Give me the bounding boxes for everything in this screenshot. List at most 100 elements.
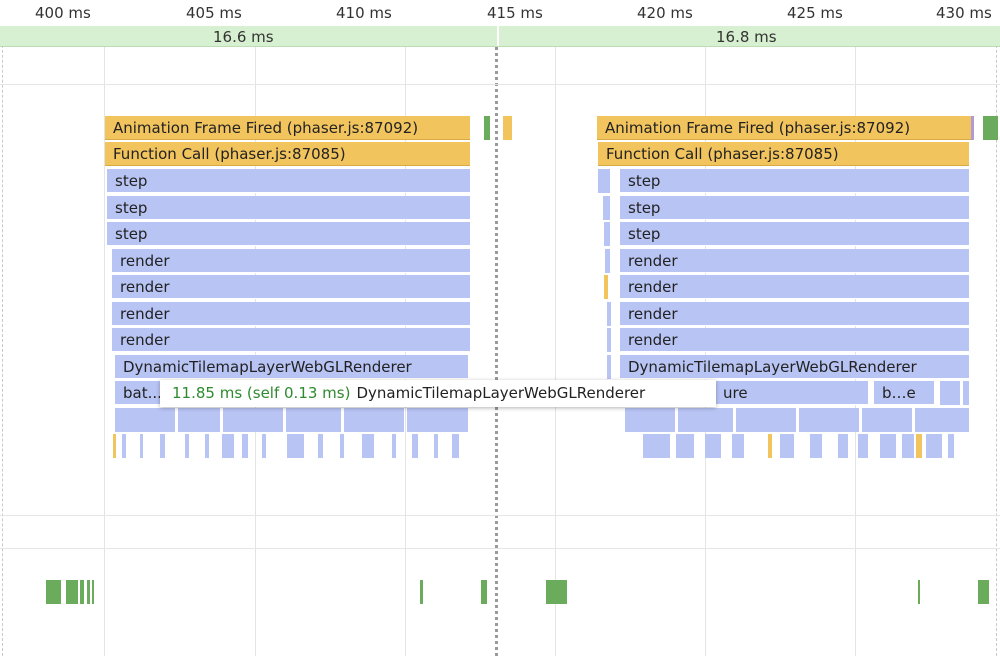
child-slice[interactable] bbox=[605, 249, 610, 273]
child-slice[interactable] bbox=[362, 434, 374, 458]
slice-label: render bbox=[628, 331, 678, 349]
child-slice[interactable] bbox=[223, 408, 283, 432]
child-slice[interactable] bbox=[780, 434, 794, 458]
child-slice[interactable] bbox=[178, 408, 220, 432]
time-ruler[interactable] bbox=[0, 0, 1000, 26]
child-slice[interactable] bbox=[768, 434, 772, 458]
function-call-slice[interactable]: Function Call (phaser.js:87085) bbox=[598, 142, 969, 166]
paint-mark[interactable] bbox=[87, 580, 90, 604]
child-slice[interactable] bbox=[140, 434, 143, 458]
paint-mark[interactable] bbox=[420, 580, 423, 604]
child-slice[interactable] bbox=[799, 408, 859, 432]
child-slice[interactable] bbox=[598, 169, 610, 193]
child-slice[interactable] bbox=[607, 328, 611, 352]
child-slice[interactable] bbox=[452, 434, 459, 458]
slice-label: Animation Frame Fired (phaser.js:87092) bbox=[113, 119, 419, 137]
child-slice[interactable] bbox=[160, 434, 165, 458]
paint-mark[interactable] bbox=[546, 580, 567, 604]
child-slice[interactable] bbox=[287, 434, 304, 458]
child-slice[interactable] bbox=[122, 434, 126, 458]
child-slice[interactable] bbox=[736, 408, 796, 432]
child-slice[interactable] bbox=[392, 434, 396, 458]
render-slice[interactable]: render bbox=[112, 328, 470, 352]
child-slice[interactable] bbox=[948, 434, 954, 458]
child-slice[interactable] bbox=[115, 408, 175, 432]
child-slice[interactable] bbox=[603, 196, 610, 220]
child-slice[interactable] bbox=[643, 434, 670, 458]
child-slice[interactable] bbox=[604, 275, 608, 299]
function-call-slice[interactable]: Function Call (phaser.js:87085) bbox=[105, 142, 470, 166]
frame-mark[interactable] bbox=[503, 116, 512, 140]
child-slice[interactable] bbox=[113, 434, 116, 458]
paint-mark[interactable] bbox=[92, 580, 94, 604]
render-slice[interactable]: render bbox=[620, 328, 969, 352]
child-slice[interactable] bbox=[838, 434, 848, 458]
render-slice[interactable]: render bbox=[112, 275, 470, 299]
child-slice[interactable] bbox=[242, 434, 248, 458]
child-slice[interactable] bbox=[676, 434, 694, 458]
frame-mark[interactable] bbox=[484, 116, 490, 140]
animation-frame-fired-slice[interactable]: Animation Frame Fired (phaser.js:87092) bbox=[597, 116, 971, 140]
animation-frame-fired-slice[interactable]: Animation Frame Fired (phaser.js:87092) bbox=[105, 116, 470, 140]
frame-divider bbox=[497, 26, 499, 46]
step-slice[interactable]: step bbox=[620, 196, 969, 220]
track-separator bbox=[0, 84, 1000, 85]
render-slice[interactable]: render bbox=[620, 275, 969, 299]
child-slice[interactable] bbox=[940, 381, 960, 405]
child-slice[interactable] bbox=[344, 408, 404, 432]
batch-slice[interactable]: bat... bbox=[115, 381, 165, 405]
renderer-slice[interactable]: DynamicTilemapLayerWebGLRenderer bbox=[115, 355, 468, 379]
child-slice[interactable] bbox=[732, 434, 744, 458]
step-slice[interactable]: step bbox=[107, 196, 470, 220]
child-slice[interactable] bbox=[862, 408, 912, 432]
child-slice[interactable] bbox=[902, 434, 914, 458]
frame-mark[interactable] bbox=[983, 116, 998, 140]
slice-label: render bbox=[120, 252, 170, 270]
child-slice[interactable] bbox=[607, 355, 611, 379]
paint-mark[interactable] bbox=[918, 580, 920, 604]
child-slice[interactable] bbox=[915, 408, 969, 432]
child-slice[interactable] bbox=[318, 434, 323, 458]
child-slice[interactable] bbox=[625, 408, 675, 432]
step-slice[interactable]: step bbox=[107, 169, 470, 193]
paint-mark[interactable] bbox=[481, 580, 487, 604]
paint-mark[interactable] bbox=[66, 580, 78, 604]
child-slice[interactable] bbox=[810, 434, 822, 458]
child-slice[interactable] bbox=[880, 434, 896, 458]
render-slice[interactable]: render bbox=[112, 302, 470, 326]
child-slice[interactable] bbox=[678, 408, 733, 432]
child-slice[interactable] bbox=[412, 434, 418, 458]
child-slice[interactable] bbox=[286, 408, 341, 432]
paint-mark[interactable] bbox=[46, 580, 61, 604]
batch-slice[interactable]: b…e bbox=[874, 381, 934, 405]
child-slice[interactable] bbox=[607, 302, 611, 326]
child-slice[interactable] bbox=[916, 434, 922, 458]
child-slice[interactable] bbox=[963, 381, 969, 405]
child-slice[interactable] bbox=[185, 434, 189, 458]
child-slice[interactable] bbox=[926, 434, 942, 458]
slice-label: b…e bbox=[882, 384, 916, 402]
paint-mark[interactable] bbox=[80, 580, 84, 604]
child-slice[interactable] bbox=[262, 434, 266, 458]
child-slice[interactable] bbox=[434, 434, 438, 458]
child-slice[interactable] bbox=[407, 408, 468, 432]
child-slice[interactable] bbox=[858, 434, 868, 458]
child-slice[interactable] bbox=[205, 434, 209, 458]
frames-track[interactable] bbox=[0, 26, 1000, 47]
child-slice[interactable] bbox=[604, 222, 610, 246]
slice-label: step bbox=[628, 199, 661, 217]
child-slice[interactable] bbox=[705, 434, 721, 458]
paint-mark[interactable] bbox=[978, 580, 989, 604]
frame-boundary-line bbox=[495, 0, 498, 656]
renderer-slice[interactable]: DynamicTilemapLayerWebGLRenderer bbox=[620, 355, 969, 379]
ruler-tick-label: 425 ms bbox=[787, 4, 843, 22]
render-slice[interactable]: render bbox=[620, 302, 969, 326]
render-slice[interactable]: render bbox=[620, 249, 969, 273]
step-slice[interactable]: step bbox=[620, 222, 969, 246]
child-slice[interactable] bbox=[340, 434, 344, 458]
child-slice[interactable] bbox=[222, 434, 234, 458]
step-slice[interactable]: step bbox=[620, 169, 969, 193]
step-slice[interactable]: step bbox=[107, 222, 470, 246]
track-separator bbox=[0, 548, 1000, 549]
render-slice[interactable]: render bbox=[112, 249, 470, 273]
